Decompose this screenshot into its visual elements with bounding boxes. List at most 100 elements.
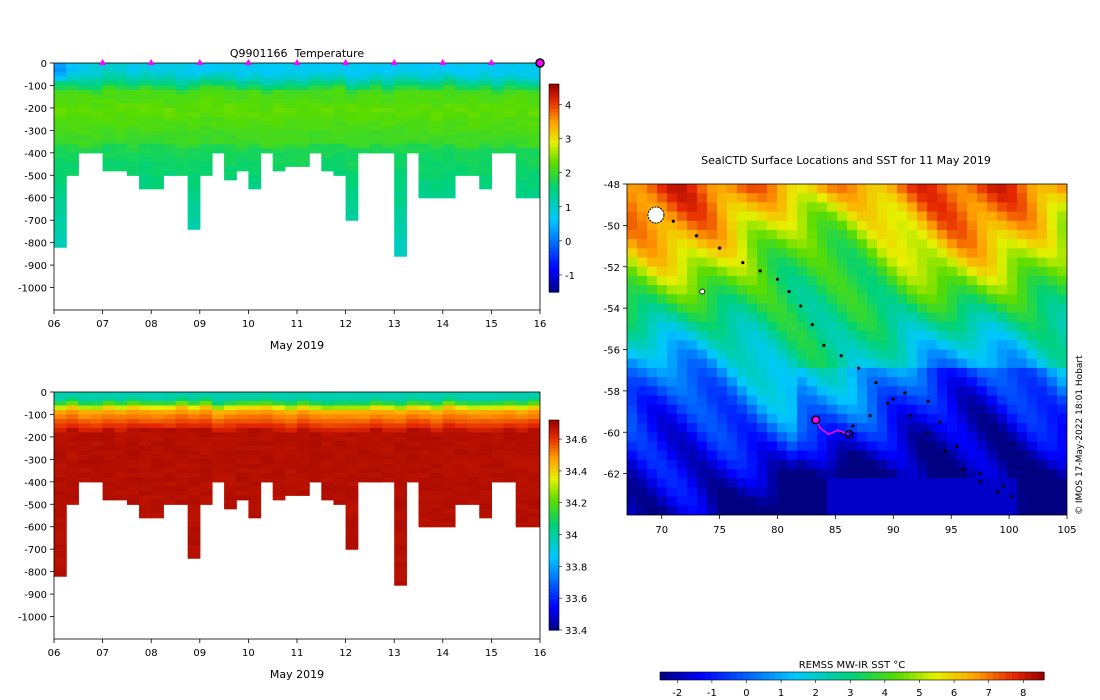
temperature-cell	[260, 116, 274, 122]
temperature-cell	[272, 94, 286, 100]
temperature-cell	[394, 188, 407, 194]
temperature-cell	[515, 71, 529, 78]
sst-cell	[907, 321, 918, 332]
salinity-cell	[114, 409, 128, 416]
sst-cell	[827, 202, 838, 213]
salinity-cell	[601, 459, 614, 464]
temperature-cell	[151, 148, 164, 154]
salinity-cell	[248, 499, 262, 505]
sst-cell	[1047, 432, 1058, 443]
sst-cell	[647, 377, 658, 387]
sst-cell	[757, 184, 768, 194]
salinity-cell	[527, 392, 540, 398]
temperature-cell	[613, 139, 626, 144]
temperature-cell	[589, 72, 602, 77]
temperature-cell	[430, 80, 444, 87]
sst-cell	[1047, 266, 1058, 277]
temperature-cell	[649, 112, 662, 117]
colorbar-segment	[549, 528, 559, 533]
salinity-cell	[272, 441, 286, 447]
salinity-cell	[187, 396, 201, 402]
sst-cell	[767, 202, 778, 213]
temperature-cell	[394, 143, 407, 149]
x-tick-label: 08	[145, 319, 158, 330]
salinity-cell	[527, 423, 540, 429]
temperature-cell	[309, 148, 322, 154]
sst-cell	[877, 505, 888, 515]
sst-cell	[927, 248, 938, 259]
temperature-cell	[527, 112, 540, 118]
temperature-cell	[78, 98, 92, 105]
salinity-cell	[102, 423, 116, 429]
sst-cell	[857, 275, 868, 286]
sst-cell	[857, 450, 868, 461]
temperature-cell	[515, 148, 529, 154]
temperature-cell	[187, 170, 201, 176]
sst-cell	[817, 478, 828, 489]
sst-cell	[897, 349, 908, 360]
salinity-cell	[272, 463, 286, 469]
sst-cell	[687, 349, 698, 360]
temperature-cell	[297, 103, 310, 109]
salinity-cell	[345, 405, 359, 411]
temperature-cell	[90, 107, 104, 113]
sst-cell	[797, 184, 808, 194]
temperature-cell	[248, 107, 262, 113]
sst-cell	[727, 275, 738, 286]
track-point	[938, 420, 942, 424]
sst-cell	[657, 193, 668, 203]
salinity-cell	[54, 405, 67, 411]
sst-cell	[907, 358, 918, 369]
salinity-cell	[248, 495, 262, 501]
temperature-cell	[199, 76, 213, 82]
temperature-cell	[406, 130, 420, 136]
sst-cell	[747, 340, 758, 351]
salinity-cell	[564, 423, 577, 428]
temperature-cell	[151, 76, 164, 82]
temperature-cell	[479, 179, 492, 185]
sst-cell	[857, 395, 868, 406]
salinity-cell	[394, 486, 407, 492]
temperature-cell	[78, 121, 92, 127]
salinity-cell	[321, 459, 335, 465]
sst-cell	[997, 331, 1008, 341]
temperature-cell	[248, 125, 262, 131]
salinity-cell	[442, 450, 456, 456]
sst-cell	[727, 239, 738, 249]
temperature-cell	[333, 80, 347, 87]
salinity-cell	[369, 445, 383, 451]
salinity-cell	[297, 409, 310, 416]
sst-cell	[887, 478, 898, 489]
sst-cell	[787, 441, 798, 452]
salinity-cell	[236, 495, 249, 501]
salinity-cell	[442, 499, 456, 505]
sst-cell	[877, 487, 888, 498]
sst-cell	[807, 469, 818, 479]
sst-cell	[957, 386, 968, 397]
temperature-cell	[66, 125, 79, 131]
sst-cell	[837, 193, 848, 203]
temperature-cell	[454, 94, 468, 100]
salinity-cell	[66, 392, 79, 398]
salinity-cell	[321, 454, 335, 460]
sst-cell	[697, 321, 708, 332]
salinity-cell	[394, 436, 407, 442]
temperature-cell	[527, 193, 540, 199]
temperature-cell	[224, 80, 237, 87]
salinity-cell	[527, 418, 540, 425]
salinity-cell	[224, 459, 237, 465]
salinity-cell	[527, 490, 540, 496]
temperature-cell	[309, 71, 322, 78]
salinity-cell	[479, 450, 492, 456]
sst-cell	[807, 257, 818, 268]
temperature-cell	[479, 103, 492, 109]
salinity-cell	[187, 544, 201, 550]
temperature-cell	[187, 166, 201, 172]
temperature-cell	[260, 76, 274, 82]
salinity-cell	[236, 396, 249, 402]
salinity-cell	[540, 414, 553, 419]
sst-cell	[1047, 312, 1058, 323]
temperature-cell	[454, 76, 468, 82]
sst-cell	[697, 193, 708, 203]
salinity-cell	[369, 432, 383, 438]
